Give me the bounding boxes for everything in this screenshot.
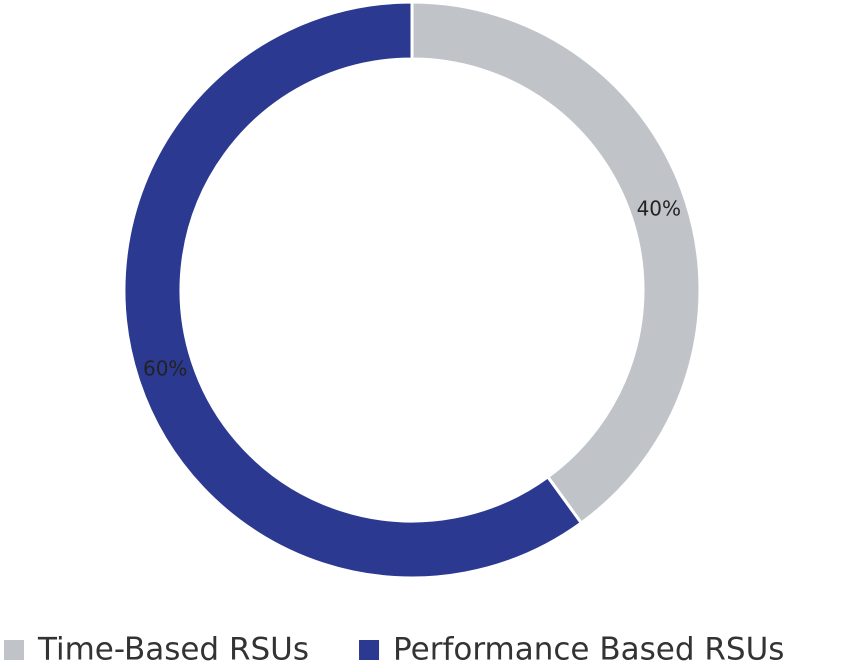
slice (122, 0, 584, 580)
legend-label: Time-Based RSUs (37, 632, 309, 666)
slice (410, 0, 702, 526)
value-label: 60% (143, 357, 187, 381)
legend-swatch (359, 640, 380, 660)
legend-label: Performance Based RSUs (393, 632, 784, 666)
legend-swatch (4, 640, 24, 660)
value-label: 40% (637, 196, 681, 220)
